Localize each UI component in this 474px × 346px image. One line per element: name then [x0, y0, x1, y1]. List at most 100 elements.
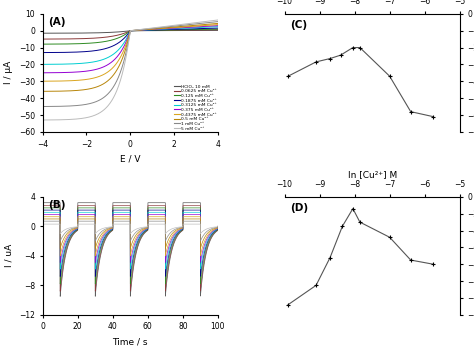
- 1 mM Cu²⁺: [215, 19, 221, 24]
- 0.125 mM Cu²⁺: [85, 41, 91, 45]
- 0.0625 mM Cu²⁺: [119, 32, 125, 36]
- 0.0625 mM Cu²⁺: [85, 36, 91, 40]
- Text: (C): (C): [290, 20, 307, 30]
- 0.4375 mM Cu²⁺: [172, 26, 177, 30]
- 0.3125 mM Cu²⁺: [143, 28, 149, 32]
- 0.125 mM Cu²⁺: [143, 28, 149, 33]
- HClO₄ 10 mM: [172, 28, 177, 33]
- 0.5 mM Cu²⁺: [215, 21, 221, 26]
- Text: (A): (A): [48, 17, 65, 27]
- 0.1875 mM Cu²⁺: [172, 27, 177, 31]
- 0.4375 mM Cu²⁺: [157, 27, 163, 31]
- X-axis label: Time / s: Time / s: [112, 337, 148, 346]
- 0.0625 mM Cu²⁺: [215, 28, 221, 32]
- 0.3125 mM Cu²⁺: [71, 62, 76, 66]
- Line: 0.3125 mM Cu²⁺: 0.3125 mM Cu²⁺: [43, 27, 218, 64]
- 0.5 mM Cu²⁺: [85, 87, 91, 91]
- 0.3125 mM Cu²⁺: [172, 27, 177, 31]
- Y-axis label: I / uA: I / uA: [5, 244, 14, 267]
- 0.1875 mM Cu²⁺: [85, 49, 91, 54]
- 0.125 mM Cu²⁺: [119, 34, 125, 38]
- 0.5 mM Cu²⁺: [157, 26, 163, 30]
- 0.4375 mM Cu²⁺: [85, 77, 91, 81]
- 0.0625 mM Cu²⁺: [71, 37, 76, 41]
- 0.3125 mM Cu²⁺: [85, 61, 91, 65]
- 5 mM Cu²⁺: [40, 118, 46, 122]
- 0.5 mM Cu²⁺: [143, 27, 149, 31]
- HClO₄ 10 mM: [143, 29, 149, 33]
- 5 mM Cu²⁺: [85, 115, 91, 119]
- Text: (D): (D): [290, 203, 308, 213]
- Line: 0.375 mM Cu²⁺: 0.375 mM Cu²⁺: [43, 26, 218, 73]
- 0.375 mM Cu²⁺: [215, 24, 221, 28]
- 0.4375 mM Cu²⁺: [143, 28, 149, 32]
- 0.4375 mM Cu²⁺: [215, 22, 221, 27]
- 5 mM Cu²⁺: [71, 117, 76, 121]
- 1 mM Cu²⁺: [71, 104, 76, 108]
- 0.3125 mM Cu²⁺: [40, 62, 46, 66]
- 5 mM Cu²⁺: [157, 25, 163, 29]
- Text: (B): (B): [48, 200, 65, 210]
- 0.4375 mM Cu²⁺: [71, 79, 76, 83]
- 0.1875 mM Cu²⁺: [157, 28, 163, 32]
- 0.0625 mM Cu²⁺: [157, 28, 163, 33]
- 0.1875 mM Cu²⁺: [119, 38, 125, 42]
- Y-axis label: I / μA: I / μA: [4, 61, 13, 84]
- 0.5 mM Cu²⁺: [71, 89, 76, 93]
- HClO₄ 10 mM: [119, 29, 125, 34]
- 0.375 mM Cu²⁺: [71, 70, 76, 74]
- 0.1875 mM Cu²⁺: [71, 50, 76, 54]
- 0.125 mM Cu²⁺: [71, 42, 76, 46]
- 0.125 mM Cu²⁺: [157, 28, 163, 32]
- 0.375 mM Cu²⁺: [119, 48, 125, 52]
- 0.1875 mM Cu²⁺: [40, 51, 46, 55]
- 0.3125 mM Cu²⁺: [157, 27, 163, 31]
- 0.125 mM Cu²⁺: [172, 28, 177, 32]
- Line: 0.0625 mM Cu²⁺: 0.0625 mM Cu²⁺: [43, 30, 218, 39]
- 1 mM Cu²⁺: [143, 27, 149, 31]
- Legend: HClO₄ 10 mM, 0.0625 mM Cu²⁺, 0.125 mM Cu²⁺, 0.1875 mM Cu²⁺, 0.3125 mM Cu²⁺, 0.37: HClO₄ 10 mM, 0.0625 mM Cu²⁺, 0.125 mM Cu…: [174, 85, 217, 130]
- 5 mM Cu²⁺: [172, 23, 177, 27]
- 5 mM Cu²⁺: [215, 18, 221, 22]
- 0.4375 mM Cu²⁺: [40, 79, 46, 83]
- 0.125 mM Cu²⁺: [40, 42, 46, 46]
- HClO₄ 10 mM: [215, 28, 221, 33]
- Line: 0.1875 mM Cu²⁺: 0.1875 mM Cu²⁺: [43, 28, 218, 53]
- 0.4375 mM Cu²⁺: [119, 52, 125, 56]
- 0.375 mM Cu²⁺: [85, 69, 91, 73]
- Line: 0.4375 mM Cu²⁺: 0.4375 mM Cu²⁺: [43, 25, 218, 81]
- 0.5 mM Cu²⁺: [172, 25, 177, 29]
- 0.3125 mM Cu²⁺: [119, 44, 125, 48]
- X-axis label: ln [Cu²⁺] M: ln [Cu²⁺] M: [347, 170, 397, 179]
- 0.5 mM Cu²⁺: [119, 57, 125, 62]
- 0.125 mM Cu²⁺: [215, 27, 221, 31]
- 0.375 mM Cu²⁺: [40, 71, 46, 75]
- 0.5 mM Cu²⁺: [40, 89, 46, 93]
- X-axis label: E / V: E / V: [120, 154, 140, 163]
- 5 mM Cu²⁺: [119, 73, 125, 77]
- HClO₄ 10 mM: [157, 28, 163, 33]
- 1 mM Cu²⁺: [85, 102, 91, 106]
- 1 mM Cu²⁺: [157, 26, 163, 30]
- 0.375 mM Cu²⁺: [157, 27, 163, 31]
- 1 mM Cu²⁺: [119, 65, 125, 70]
- Line: 5 mM Cu²⁺: 5 mM Cu²⁺: [43, 20, 218, 120]
- 5 mM Cu²⁺: [143, 27, 149, 31]
- Line: 0.5 mM Cu²⁺: 0.5 mM Cu²⁺: [43, 24, 218, 91]
- HClO₄ 10 mM: [85, 31, 91, 35]
- Line: 0.125 mM Cu²⁺: 0.125 mM Cu²⁺: [43, 29, 218, 44]
- 0.3125 mM Cu²⁺: [215, 25, 221, 29]
- 0.1875 mM Cu²⁺: [143, 28, 149, 32]
- 0.0625 mM Cu²⁺: [143, 28, 149, 33]
- 0.375 mM Cu²⁺: [143, 28, 149, 32]
- 0.375 mM Cu²⁺: [172, 26, 177, 30]
- Line: HClO₄ 10 mM: HClO₄ 10 mM: [43, 30, 218, 33]
- 0.1875 mM Cu²⁺: [215, 26, 221, 30]
- 1 mM Cu²⁺: [40, 104, 46, 109]
- 1 mM Cu²⁺: [172, 24, 177, 28]
- 0.0625 mM Cu²⁺: [172, 28, 177, 32]
- Line: 1 mM Cu²⁺: 1 mM Cu²⁺: [43, 21, 218, 107]
- 0.0625 mM Cu²⁺: [40, 37, 46, 41]
- HClO₄ 10 mM: [71, 31, 76, 35]
- HClO₄ 10 mM: [40, 31, 46, 35]
